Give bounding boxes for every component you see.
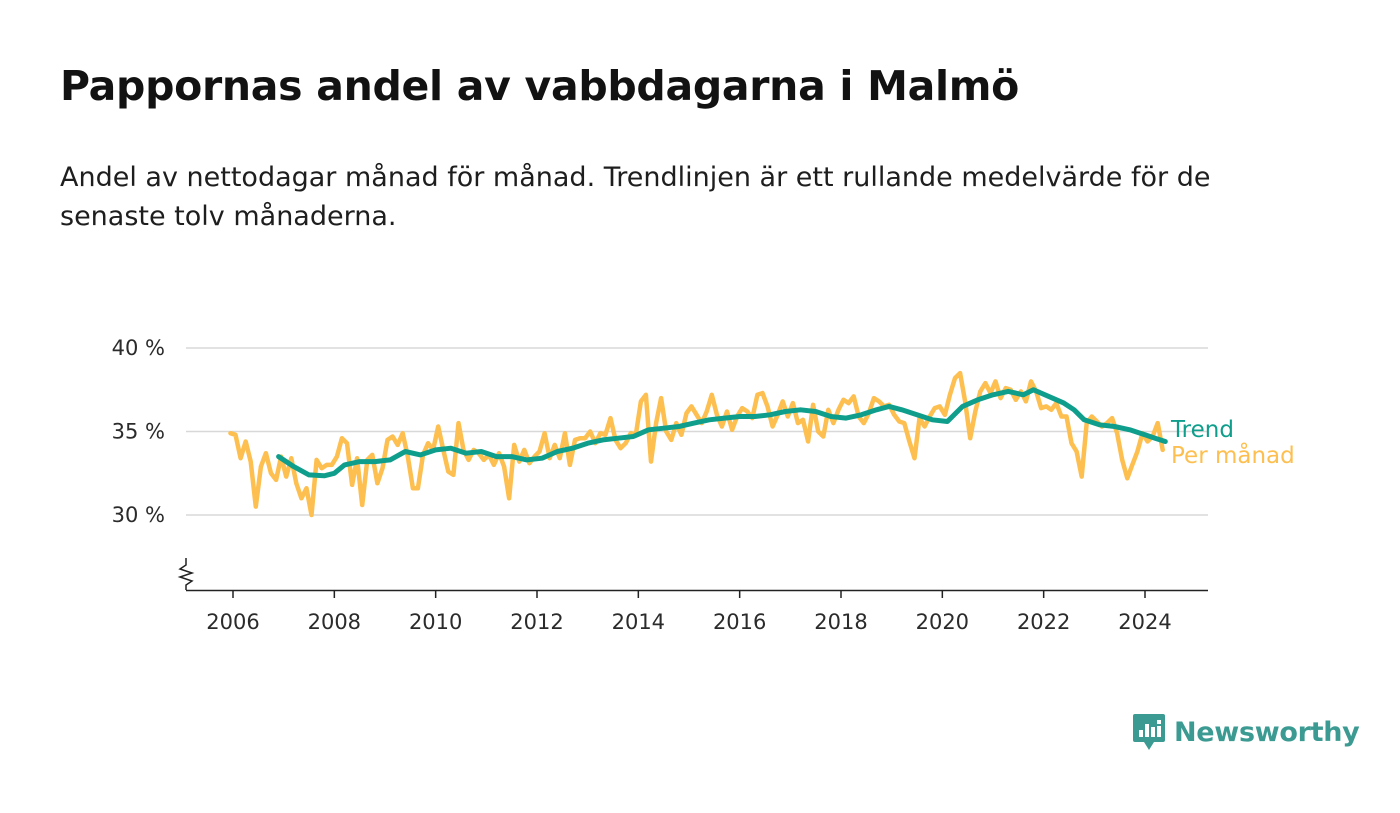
gridlines xyxy=(186,347,1208,516)
x-tick-label: 2012 xyxy=(510,610,563,634)
x-tick-label: 2024 xyxy=(1118,610,1171,634)
x-tick-labels: 2006 2008 2010 2012 2014 2016 2018 2020 2022 2024 xyxy=(206,610,1171,634)
brand-logo: Newsworthy xyxy=(1132,712,1360,752)
x-tick-label: 2020 xyxy=(916,610,969,634)
legend-trend-label: Trend xyxy=(1170,417,1234,443)
y-tick-labels: 30 % 35 % 40 % xyxy=(112,336,165,527)
x-tick-label: 2016 xyxy=(713,610,766,634)
legend-monthly-label: Per månad xyxy=(1171,441,1295,469)
series xyxy=(228,370,1168,518)
axis-break-icon xyxy=(177,558,195,590)
x-tick-label: 2006 xyxy=(206,610,259,634)
newsworthy-logo-icon xyxy=(1133,714,1165,750)
y-tick-label: 30 % xyxy=(112,503,165,527)
y-tick-label: 35 % xyxy=(112,420,165,444)
y-tick-label: 40 % xyxy=(112,336,165,360)
chart-title: Pappornas andel av vabbdagarna i Malmö xyxy=(60,62,1020,110)
trend-series-line xyxy=(276,387,1168,479)
x-tick-label: 2022 xyxy=(1017,610,1070,634)
x-tick-label: 2010 xyxy=(409,610,462,634)
x-tick-label: 2008 xyxy=(308,610,361,634)
brand-name: Newsworthy xyxy=(1174,716,1360,748)
x-tick-label: 2018 xyxy=(814,610,867,634)
x-tick-label: 2014 xyxy=(612,610,665,634)
monthly-series-line xyxy=(228,370,1165,518)
chart-subtitle: Andel av nettodagar månad för månad. Tre… xyxy=(60,162,1211,232)
axes xyxy=(177,558,1208,598)
